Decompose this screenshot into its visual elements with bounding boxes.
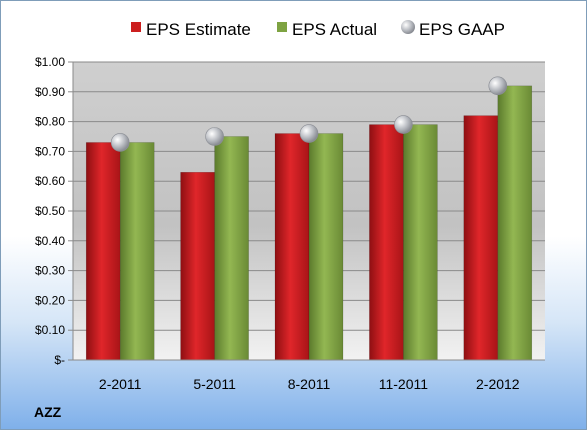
- ticker-label: AZZ: [34, 404, 62, 420]
- legend-label-gaap: EPS GAAP: [419, 20, 505, 39]
- legend-label-actual: EPS Actual: [292, 20, 377, 39]
- x-axis-ticks: 2-2011 5-2011 8-2011 11-2011 2-2012: [73, 359, 545, 392]
- marker-eps-gaap: [110, 133, 130, 152]
- y-tick-label: $0.30: [35, 264, 65, 278]
- y-tick-label: $0.90: [35, 85, 65, 99]
- bar-eps-actual: [214, 136, 249, 361]
- legend-swatch-estimate: [131, 22, 141, 32]
- marker-eps-gaap: [394, 115, 413, 134]
- x-tick-label: 11-2011: [379, 376, 429, 392]
- bar-eps-actual: [403, 124, 438, 361]
- y-tick-label: $0.70: [35, 144, 65, 158]
- y-axis-ticks: $- $0.10 $0.20 $0.30 $0.40 $0.50 $0.60 $0.70 $0.…: [35, 55, 74, 367]
- x-tick-label: 5-2011: [193, 376, 236, 392]
- legend-label-estimate: EPS Estimate: [146, 20, 251, 39]
- marker-eps-gaap: [205, 127, 224, 146]
- marker-eps-gaap: [299, 124, 319, 143]
- x-tick-label: 2-2012: [476, 376, 520, 392]
- legend-swatch-actual: [277, 22, 287, 32]
- gaap-markers: [110, 76, 508, 152]
- bars: [85, 85, 533, 361]
- legend: EPS Estimate EPS Actual EPS GAAP: [131, 20, 505, 39]
- bar-eps-estimate: [369, 124, 404, 361]
- x-tick-label: 8-2011: [288, 376, 331, 392]
- bar-eps-actual: [497, 85, 533, 361]
- y-tick-label: $0.20: [35, 293, 65, 307]
- x-tick-label: 2-2011: [99, 376, 142, 392]
- y-tick-label: $-: [54, 353, 65, 367]
- bar-eps-estimate: [463, 115, 499, 361]
- marker-eps-gaap: [488, 76, 508, 96]
- bar-eps-estimate: [180, 172, 215, 361]
- y-tick-label: $0.10: [35, 323, 65, 337]
- y-tick-label: $0.50: [35, 204, 65, 218]
- bar-eps-estimate: [274, 133, 310, 361]
- y-tick-label: $0.60: [35, 174, 65, 188]
- bar-eps-actual: [119, 142, 155, 361]
- y-tick-label: $0.40: [35, 234, 65, 248]
- y-tick-label: $1.00: [35, 55, 65, 69]
- bar-eps-actual: [308, 133, 344, 361]
- y-tick-label: $0.80: [35, 115, 65, 129]
- bar-eps-estimate: [85, 142, 121, 361]
- legend-swatch-gaap: [401, 20, 415, 34]
